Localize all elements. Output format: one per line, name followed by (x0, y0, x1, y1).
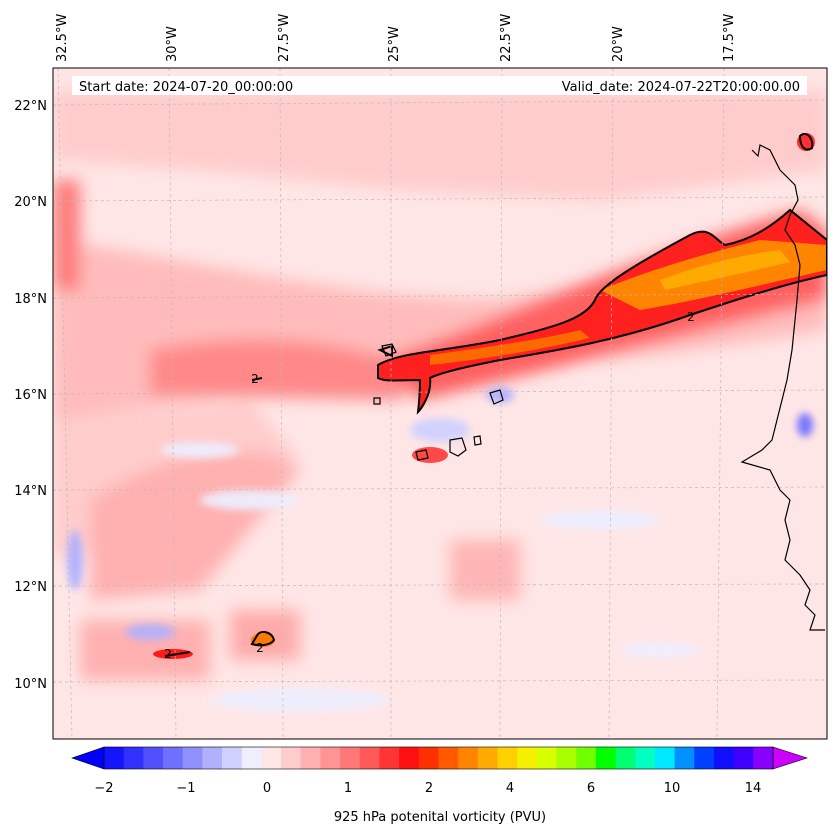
colorbar-swatch (143, 747, 164, 769)
colorbar-tick: 14 (745, 781, 762, 796)
lon-label: 25°W (387, 26, 402, 62)
colorbar-swatch (379, 747, 400, 769)
pv-field (53, 68, 827, 739)
colorbar-swatch (694, 747, 715, 769)
colorbar-swatch (222, 747, 243, 769)
colorbar-tick: 10 (664, 781, 681, 796)
colorbar-tick: 4 (506, 781, 514, 796)
contour-label-south-b: 2 (256, 641, 264, 655)
colorbar-swatch (556, 747, 577, 769)
lon-label: 27.5°W (277, 14, 292, 62)
longitude-labels: 32.5°W 30°W 27.5°W 25°W 22.5°W 20°W 17.5… (55, 14, 737, 62)
colorbar-swatch (261, 747, 282, 769)
colorbar-tick: 6 (587, 781, 595, 796)
colorbar-swatch (654, 747, 676, 769)
colorbar-swatch (497, 747, 518, 769)
lat-label: 12°N (14, 580, 47, 595)
graticule (53, 68, 827, 739)
colorbar-swatch (123, 747, 144, 769)
colorbar-swatch (536, 747, 558, 769)
colorbar-swatch (340, 747, 361, 769)
colorbar-swatch (753, 747, 774, 769)
colorbar-ticks: −2 −1 0 1 2 4 6 10 14 (94, 781, 761, 796)
lon-label: 30°W (165, 26, 180, 62)
colorbar-swatch (418, 747, 440, 769)
colorbar-swatch (674, 747, 695, 769)
latitude-labels: 22°N 20°N 18°N 16°N 14°N 12°N 10°N (14, 99, 47, 692)
colorbar-frame (103, 746, 774, 770)
colorbar-swatch (359, 747, 381, 769)
lat-label: 22°N (14, 99, 47, 114)
lon-label: 17.5°W (722, 14, 737, 62)
start-date-text: Start date: 2024-07-20_00:00:00 (79, 80, 293, 95)
colorbar-title: 925 hPa potenital vorticity (PVU) (334, 810, 546, 825)
colorbar-swatch (733, 747, 754, 769)
colorbar-swatch (241, 747, 263, 769)
lat-label: 10°N (14, 677, 47, 692)
colorbar-swatch (517, 747, 538, 769)
header-banner (72, 76, 807, 95)
colorbar-swatch (576, 747, 597, 769)
map-frame (52, 67, 828, 740)
lat-label: 20°N (14, 195, 47, 210)
colorbar-swatch (713, 747, 735, 769)
colorbar-tick: −1 (176, 781, 195, 796)
colorbar-min-extend (71, 746, 105, 770)
colorbar-swatch (163, 747, 184, 769)
colorbar-swatch (281, 747, 302, 769)
colorbar-swatch (320, 747, 341, 769)
lon-label: 32.5°W (55, 14, 70, 62)
colorbar-swatch (595, 747, 617, 769)
colorbar-tick: −2 (94, 781, 113, 796)
lat-label: 18°N (14, 292, 47, 307)
colorbar-tick: 0 (263, 781, 271, 796)
colorbar-swatch (615, 747, 636, 769)
contour-label-south-a: 2 (164, 647, 172, 661)
valid-date-text: Valid_date: 2024-07-22T20:00:00.00 (562, 80, 800, 95)
lat-label: 16°N (14, 388, 47, 403)
colorbar-swatch (399, 747, 420, 769)
colorbar-max-extend (772, 746, 808, 770)
colorbar-swatch (300, 747, 322, 769)
colorbar-swatch (104, 747, 125, 769)
colorbar-swatch (635, 747, 656, 769)
pv-2-contour (164, 132, 827, 657)
lon-label: 22.5°W (499, 14, 514, 62)
contour-label-west: 2 (251, 372, 259, 386)
colorbar-swatch (458, 747, 479, 769)
contour-label-east: 2 (687, 310, 695, 324)
colorbar-tick: 2 (425, 781, 433, 796)
colorbar (71, 746, 808, 770)
lon-label: 20°W (611, 26, 626, 62)
colorbar-swatch (477, 747, 499, 769)
colorbar-swatch (202, 747, 223, 769)
lat-label: 14°N (14, 484, 47, 499)
colorbar-tick: 1 (344, 781, 352, 796)
colorbar-swatch (182, 747, 203, 769)
west-africa-coastline (740, 144, 825, 631)
islands (373, 343, 504, 461)
colorbar-swatch (438, 747, 459, 769)
